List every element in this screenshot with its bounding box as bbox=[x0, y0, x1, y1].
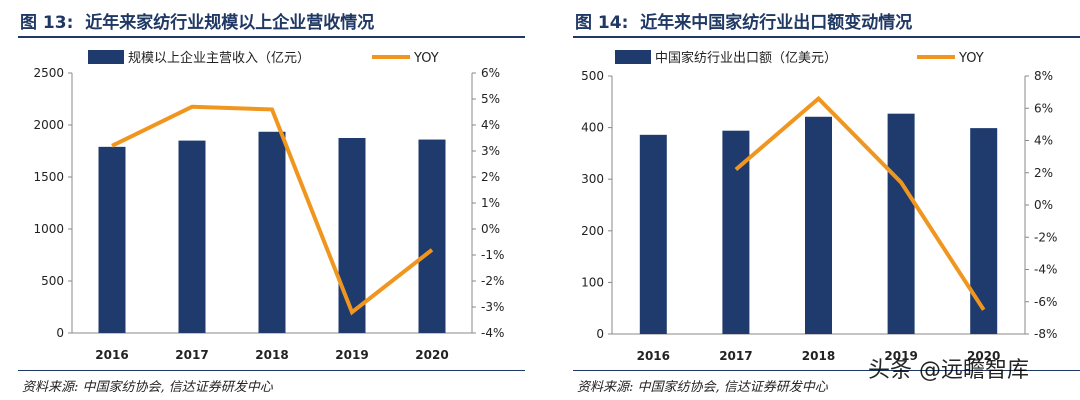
y-tick-label-right: -4% bbox=[1034, 263, 1057, 277]
legend-label-bar: 规模以上企业主营收入（亿元） bbox=[128, 50, 310, 66]
y-tick-label-right: -1% bbox=[481, 248, 504, 262]
y-tick-label-right: 3% bbox=[481, 144, 500, 158]
bar-2017 bbox=[178, 140, 206, 333]
x-tick-label: 2016 bbox=[637, 349, 670, 363]
chart-panel-fig13: 图 13: 近年来家纺行业规模以上企业营收情况 0 500 1000 1500 2000… bbox=[0, 0, 525, 400]
bar-2016 bbox=[98, 146, 126, 333]
watermark: 头条 @远瞻智库 bbox=[868, 358, 1029, 383]
y-tick-label-right: 6% bbox=[1034, 101, 1053, 115]
bottom-rule bbox=[573, 370, 1080, 371]
source-note: 资料来源: 中国家纺协会, 信达证券研发中心 bbox=[22, 380, 273, 395]
legend-swatch-bar bbox=[615, 50, 651, 64]
figure-title: 图 13: 近年来家纺行业规模以上企业营收情况 bbox=[20, 13, 375, 33]
y-tick-label-right: 2% bbox=[1034, 166, 1053, 180]
source-note: 资料来源: 中国家纺协会, 信达证券研发中心 bbox=[577, 380, 828, 395]
bar-2016 bbox=[639, 134, 667, 334]
y-tick-label-left: 200 bbox=[581, 224, 604, 238]
bar-2017 bbox=[722, 130, 750, 334]
bar-2020 bbox=[970, 128, 998, 334]
y-tick-label-right: -4% bbox=[481, 326, 504, 340]
y-tick-label-right: 0% bbox=[481, 222, 500, 236]
x-tick-label: 2019 bbox=[335, 348, 368, 362]
y-tick-label-right: -6% bbox=[1034, 295, 1057, 309]
y-tick-label-left: 500 bbox=[581, 69, 604, 83]
x-tick-label: 2018 bbox=[255, 348, 288, 362]
figure-title: 图 14: 近年来中国家纺行业出口额变动情况 bbox=[575, 13, 913, 33]
bottom-rule bbox=[18, 370, 525, 371]
y-tick-label-right: 1% bbox=[481, 196, 500, 210]
bar-2018 bbox=[258, 131, 286, 333]
y-tick-label-left: 1500 bbox=[33, 170, 64, 184]
y-tick-label-left: 100 bbox=[581, 275, 604, 289]
legend-swatch-bar bbox=[88, 50, 124, 64]
x-tick-label: 2018 bbox=[802, 349, 835, 363]
y-tick-label-left: 300 bbox=[581, 172, 604, 186]
chart-fig14: 0 100 200 300 400 500 -8% -6% -4% -2% 0% 2% 4% 6% 8% 20… bbox=[581, 50, 1057, 363]
y-tick-label-right: 6% bbox=[481, 66, 500, 80]
x-tick-label: 2020 bbox=[415, 348, 448, 362]
bar-2018 bbox=[805, 116, 832, 334]
bar-2019 bbox=[338, 138, 366, 333]
legend-label-line: YOY bbox=[958, 51, 984, 66]
y-tick-label-right: 0% bbox=[1034, 198, 1053, 212]
legend-label-line: YOY bbox=[413, 51, 439, 66]
yoy-line bbox=[734, 95, 986, 311]
legend-label-bar: 中国家纺行业出口额（亿美元） bbox=[655, 50, 837, 66]
y-tick-label-left: 400 bbox=[581, 121, 604, 135]
bar-2020 bbox=[418, 139, 446, 333]
title-rule bbox=[573, 36, 1080, 38]
chart-panel-fig14: 图 14: 近年来中国家纺行业出口额变动情况 0 100 200 300 400 500 -… bbox=[555, 0, 1080, 400]
bar-2019 bbox=[887, 113, 915, 334]
y-tick-label-right: 5% bbox=[481, 92, 500, 106]
y-tick-label-right: 4% bbox=[1034, 134, 1053, 148]
x-tick-label: 2016 bbox=[95, 348, 128, 362]
x-tick-label: 2019 bbox=[884, 349, 917, 363]
y-tick-label-right: 4% bbox=[481, 118, 500, 132]
y-tick-label-right: -8% bbox=[1034, 327, 1057, 341]
x-tick-label: 2020 bbox=[967, 349, 1000, 363]
y-tick-label-right: 2% bbox=[481, 170, 500, 184]
x-tick-label: 2017 bbox=[719, 349, 752, 363]
y-tick-label-left: 0 bbox=[596, 327, 604, 341]
y-tick-label-right: 8% bbox=[1034, 69, 1053, 83]
y-tick-label-right: -2% bbox=[481, 274, 504, 288]
y-tick-label-right: -3% bbox=[481, 300, 504, 314]
y-tick-label-left: 500 bbox=[41, 274, 64, 288]
chart-fig13: 0 500 1000 1500 2000 2500 -4% -3% -2% -1% 0% 1% 2% 3%… bbox=[33, 50, 504, 362]
title-rule bbox=[18, 36, 525, 38]
y-tick-label-right: -2% bbox=[1034, 230, 1057, 244]
y-tick-label-left: 2000 bbox=[33, 118, 64, 132]
y-tick-label-left: 1000 bbox=[33, 222, 64, 236]
y-tick-label-left: 0 bbox=[56, 326, 64, 340]
y-tick-label-left: 2500 bbox=[33, 66, 64, 80]
x-tick-label: 2017 bbox=[175, 348, 208, 362]
